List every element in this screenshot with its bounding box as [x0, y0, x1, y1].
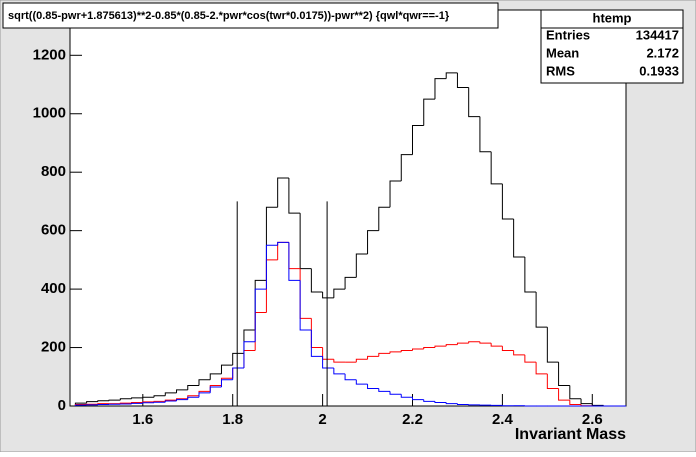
stats-label: RMS: [546, 63, 575, 78]
hist-bin: [143, 397, 154, 398]
y-tick-label: 1000: [33, 105, 66, 122]
chart-title: sqrt((0.85-pwr+1.875613)**2-0.85*(0.85-2…: [8, 10, 450, 22]
y-tick-label: 1200: [33, 46, 66, 63]
y-tick-label: 600: [41, 222, 66, 239]
stats-label: Entries: [546, 27, 590, 42]
stats-label: Mean: [546, 45, 579, 60]
x-tick-label: 2: [318, 411, 326, 428]
y-tick-label: 400: [41, 280, 66, 297]
x-tick-label: 2.2: [402, 411, 423, 428]
stats-title: htemp: [593, 10, 632, 25]
stats-value: 0.1933: [639, 63, 679, 78]
x-tick-label: 2.4: [492, 411, 514, 428]
x-axis-label: Invariant Mass: [515, 426, 626, 443]
hist-bin: [143, 403, 154, 404]
hist-bin: [132, 403, 143, 404]
x-tick-label: 1.8: [222, 411, 243, 428]
y-tick-label: 800: [41, 163, 66, 180]
hist-bin: [154, 402, 165, 403]
x-tick-label: 1.6: [132, 411, 153, 428]
hist-bin: [109, 400, 120, 401]
stats-value: 134417: [636, 27, 679, 42]
stats-value: 2.172: [646, 45, 679, 60]
y-tick-label: 0: [58, 397, 66, 414]
y-tick-label: 200: [41, 339, 66, 356]
